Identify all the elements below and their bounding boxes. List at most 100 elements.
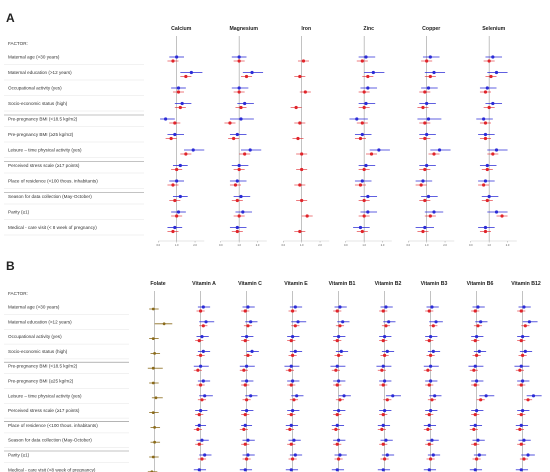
- panel-b-point-red: [245, 398, 249, 402]
- panel-b-point-blue: [519, 364, 523, 368]
- panel-a-point-red: [300, 198, 304, 203]
- panel-a-point-blue: [426, 117, 431, 121]
- panel-a-point-red: [171, 59, 175, 63]
- panel-b-point-red: [381, 383, 385, 387]
- panel-b-point-red: [197, 339, 201, 343]
- panel-a-point-red: [303, 90, 307, 94]
- panel-b-point-red: [199, 309, 203, 313]
- panel-a-point-blue: [432, 70, 436, 75]
- panel-b-letter: B: [6, 259, 15, 273]
- panel-b-point-olive: [151, 307, 155, 311]
- panel-b-point-blue: [476, 438, 480, 442]
- panel-b-point-blue: [385, 453, 389, 457]
- panel-b-point-blue: [337, 409, 341, 413]
- panel-a-point-red: [362, 167, 366, 172]
- panel-a-point-red: [432, 152, 436, 156]
- panel-b-factor-label: Socio-economic status (high): [8, 349, 68, 354]
- panel-b-point-blue: [292, 438, 296, 442]
- panel-a-point-blue: [235, 225, 239, 230]
- panel-b-point-red: [291, 457, 295, 461]
- panel-b-point-blue: [475, 379, 479, 383]
- panel-b-point-red: [519, 339, 523, 343]
- panel-a-tick-label: 1.0: [237, 243, 241, 247]
- panel-a-point-red: [184, 74, 188, 79]
- panel-b-point-blue: [479, 320, 483, 324]
- panel-b-point-blue: [289, 423, 293, 427]
- panel-b-point-blue: [249, 394, 253, 398]
- panel-a-point-blue: [241, 210, 245, 214]
- panel-b-point-blue: [384, 438, 388, 442]
- panel-a-point-red: [425, 59, 429, 63]
- panel-b-point-red: [521, 353, 525, 357]
- panel-a-point-red: [171, 183, 175, 187]
- panel-b-point-red: [337, 457, 341, 461]
- panel-a-point-blue: [494, 210, 499, 214]
- panel-b-factor-label: Occupational activity (yes): [8, 334, 62, 339]
- panel-a-point-blue: [483, 179, 488, 183]
- panel-b-subplot-title: Vitamin A: [192, 281, 216, 287]
- panel-b-subplot-title: Vitamin B12: [511, 281, 541, 287]
- panel-b-point-red: [472, 368, 476, 372]
- panel-a-point-blue: [491, 101, 495, 106]
- panel-b-point-red: [335, 383, 339, 387]
- panel-a-point-blue: [364, 163, 368, 168]
- panel-a-point-red: [483, 121, 488, 125]
- panel-b-point-blue: [246, 305, 250, 309]
- panel-a-point-red: [369, 152, 374, 156]
- panel-b-point-blue: [200, 335, 204, 339]
- panel-b-point-blue: [522, 305, 526, 309]
- panel-a-point-red: [298, 183, 302, 187]
- panel-b-point-red: [243, 442, 247, 446]
- panel-b-point-blue: [531, 394, 536, 398]
- panel-b-point-blue: [201, 349, 205, 353]
- panel-b-point-blue: [245, 379, 249, 383]
- panel-a-tick-label: 1.0: [300, 243, 304, 247]
- panel-b-point-red: [242, 368, 246, 372]
- panel-a-point-red: [483, 229, 488, 234]
- panel-a-point-red: [233, 183, 238, 187]
- panel-b-point-red: [475, 353, 479, 357]
- panel-a-point-blue: [243, 101, 247, 106]
- panel-a-factor-labels: Maternal age (>30 years) Maternal educati…: [4, 55, 144, 236]
- panel-b-point-blue: [289, 364, 293, 368]
- panel-b-point-blue: [245, 409, 249, 413]
- panel-b-point-blue: [291, 409, 295, 413]
- panel-b-point-red: [293, 324, 297, 328]
- panel-a-point-red: [485, 198, 489, 203]
- panel-b-subplot: Vitamin B120.01.02.0: [511, 281, 542, 472]
- panel-a-tick-label: 0.0: [281, 243, 285, 247]
- panel-a-point-blue: [175, 55, 179, 59]
- panel-b-point-olive: [153, 352, 157, 355]
- panel-a-point-red: [171, 229, 175, 234]
- panel-b-point-blue: [431, 349, 435, 353]
- panel-a-point-blue: [487, 194, 491, 199]
- panel-b-point-red: [243, 339, 247, 343]
- panel-b-point-red: [338, 324, 342, 328]
- panel-a-point-red: [239, 105, 243, 110]
- panel-b-factor-label: Perceived stress scale (≥17 points): [8, 408, 80, 413]
- panel-a-point-blue: [178, 194, 182, 199]
- panel-a-tick-label: 2.0: [506, 243, 510, 247]
- panel-a-point-blue: [237, 163, 241, 168]
- panel-b-factor-labels: Maternal age (>30 years) Maternal educati…: [4, 305, 129, 472]
- panel-b-factor-label: Pre-pregnancy BMI (<18.5 kg/m2): [8, 364, 78, 369]
- panel-a-point-red: [175, 214, 179, 218]
- panel-b-point-blue: [427, 468, 431, 472]
- panel-b-point-blue: [339, 349, 343, 353]
- panel-a-subplot-title: Copper: [422, 26, 440, 32]
- panel-b-point-red: [289, 339, 293, 343]
- panel-b-point-red: [522, 457, 526, 461]
- panel-b-point-red: [292, 398, 296, 402]
- panel-b-subplot-title: Vitamin E: [284, 281, 308, 287]
- panel-b-point-blue: [381, 364, 385, 368]
- panel-b-subplot-title: Vitamin B3: [421, 281, 448, 287]
- panel-a-tick-label: 1.0: [487, 243, 491, 247]
- panel-a-point-blue: [180, 101, 184, 106]
- panel-a-point-red: [423, 198, 427, 203]
- panel-a-point-red: [483, 136, 488, 141]
- panel-b-point-red: [427, 309, 431, 313]
- panel-a-point-blue: [364, 101, 368, 106]
- panel-a-point-blue: [360, 132, 364, 137]
- panel-b-point-blue: [203, 453, 207, 457]
